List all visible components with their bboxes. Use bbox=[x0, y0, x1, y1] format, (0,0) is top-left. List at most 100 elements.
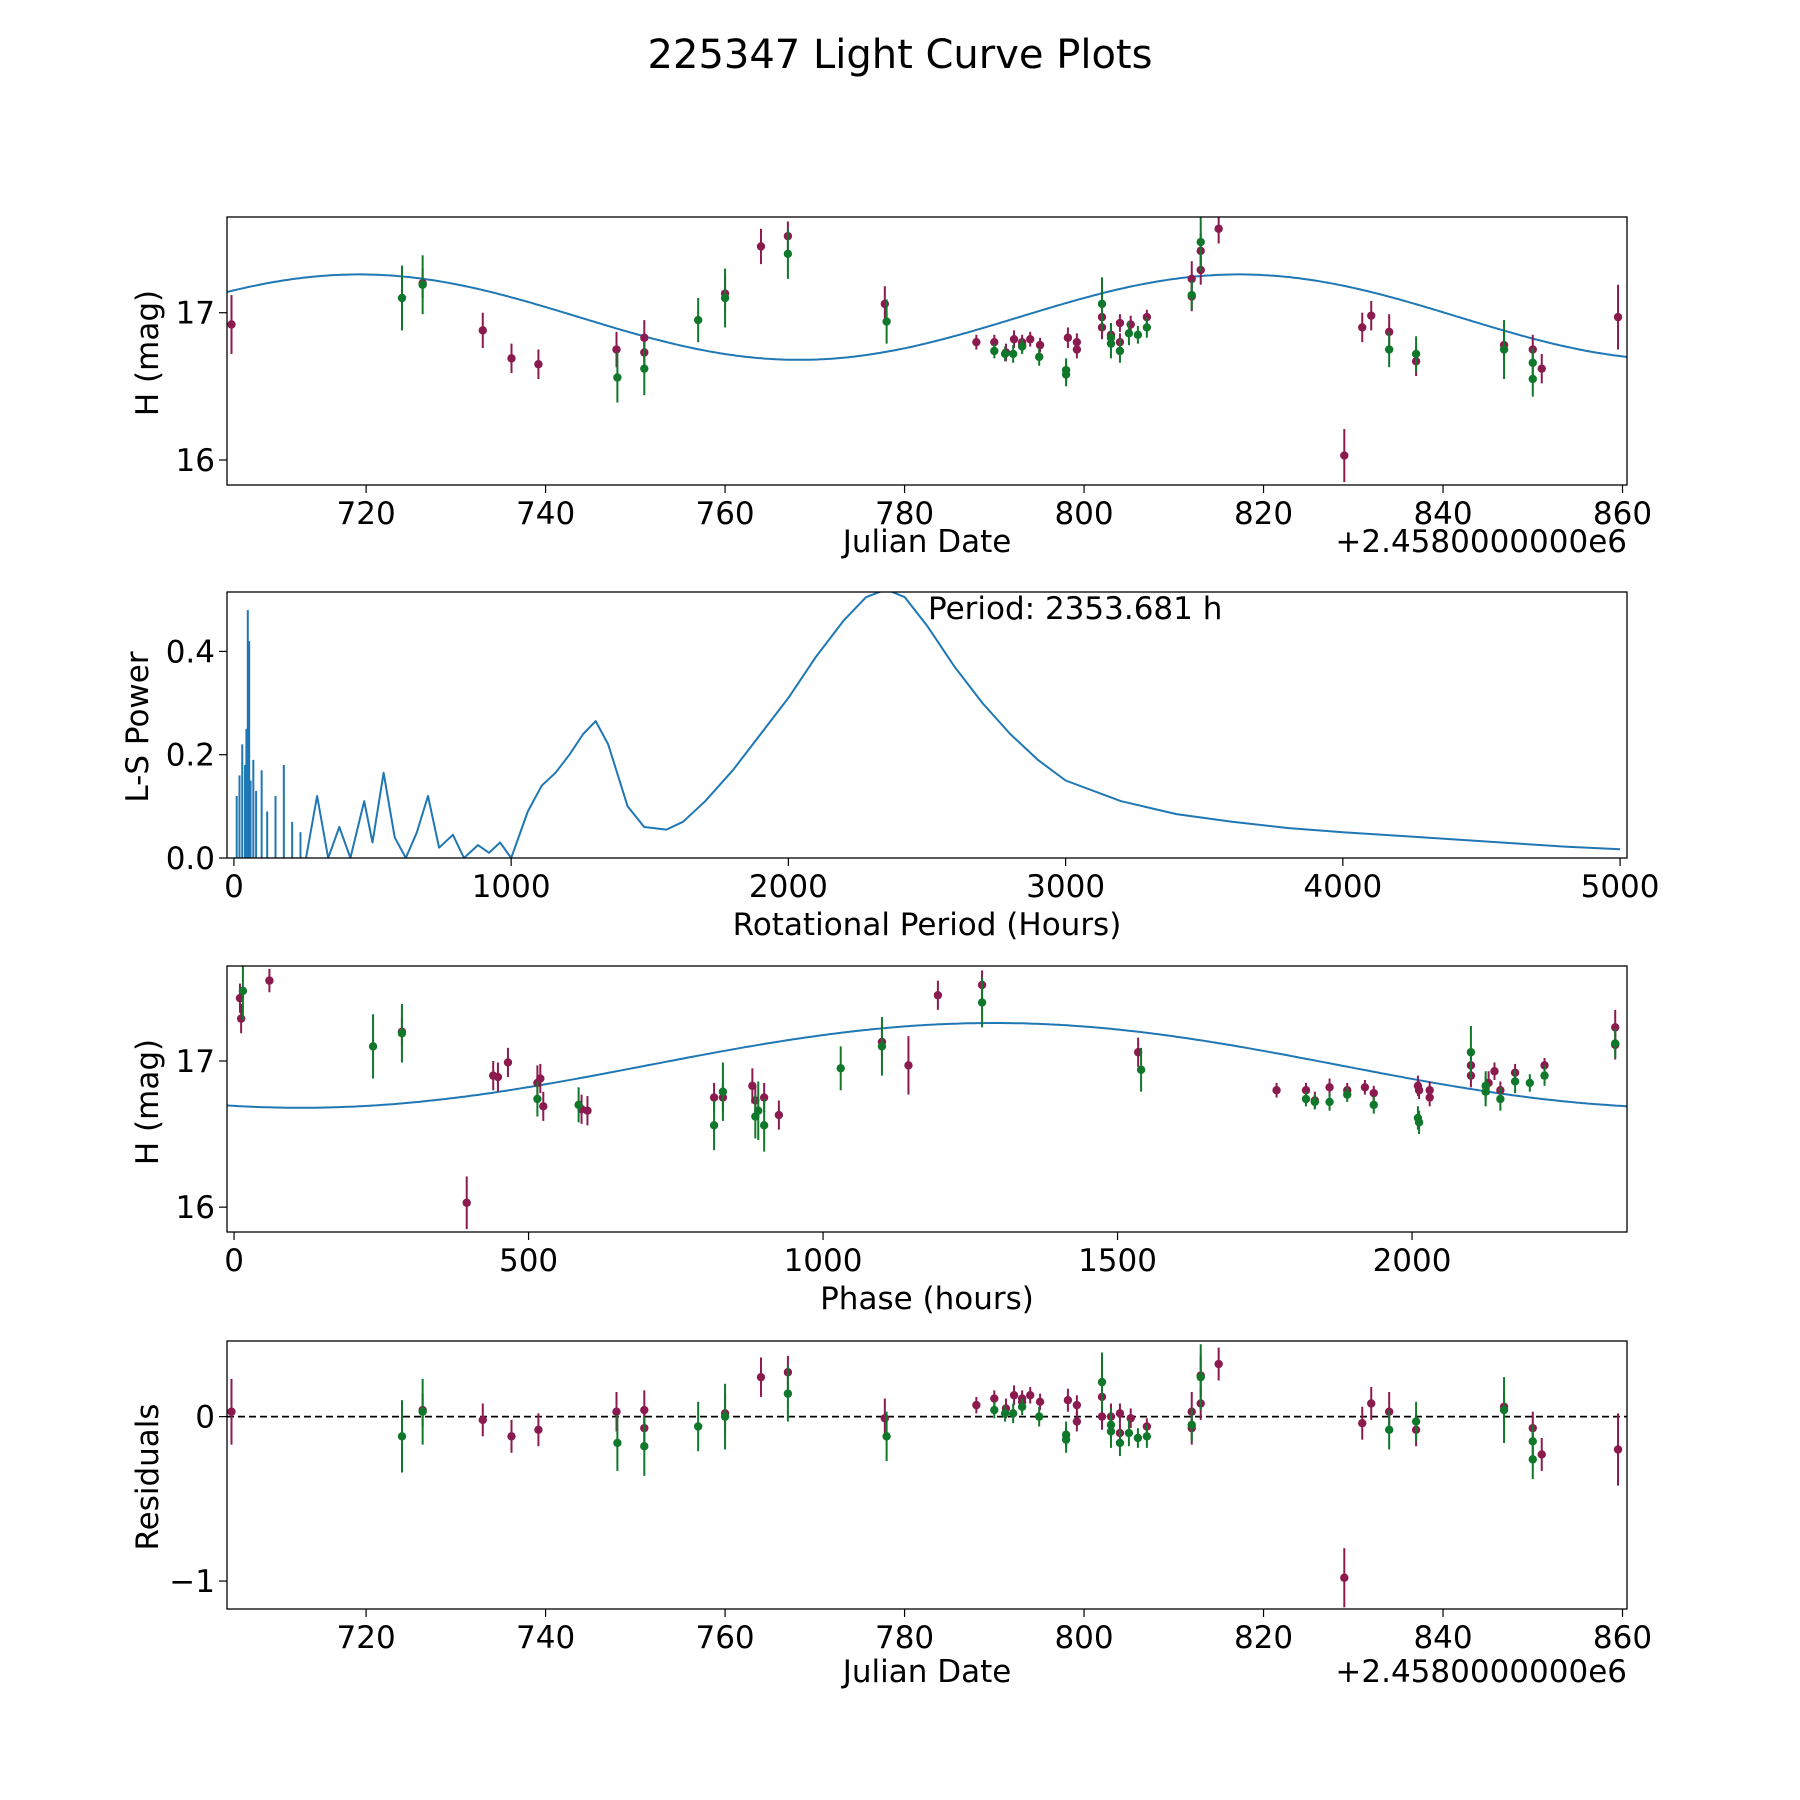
residuals-point bbox=[972, 1400, 981, 1410]
light-curve-model-curve bbox=[227, 273, 1627, 361]
residuals-axes-frame bbox=[226, 1340, 1628, 1610]
light-curve-xlabel: Julian Date bbox=[841, 524, 1012, 560]
light-curve-point bbox=[1008, 349, 1018, 359]
residuals-point bbox=[882, 1432, 891, 1441]
phase-folded-xtick-label: 1500 bbox=[1078, 1243, 1157, 1279]
residuals-point bbox=[1367, 1399, 1376, 1408]
phase-folded-point bbox=[877, 1042, 887, 1051]
phase-folded-point bbox=[1414, 1086, 1424, 1095]
phase-folded-point bbox=[1611, 1023, 1620, 1032]
residuals-point bbox=[1115, 1438, 1125, 1448]
light-curve-point bbox=[1009, 335, 1019, 344]
residuals-panel: Julian Date Residuals +2.4580000000e6 72… bbox=[130, 1340, 1652, 1690]
light-curve-point bbox=[1072, 345, 1082, 354]
phase-folded-point bbox=[1466, 1048, 1476, 1057]
phase-folded-point bbox=[1136, 1065, 1146, 1074]
light-curve-point bbox=[756, 242, 766, 251]
light-curve-point bbox=[783, 249, 793, 259]
phase-folded-point bbox=[718, 1087, 728, 1096]
light-curve-xtick-label: 760 bbox=[695, 496, 754, 532]
light-curve-point bbox=[478, 326, 487, 335]
phase-folded-point bbox=[759, 1121, 769, 1130]
phase-folded-point bbox=[754, 1106, 763, 1115]
light-curve-point bbox=[1367, 311, 1376, 320]
periodogram-ylabel: L-S Power bbox=[120, 651, 156, 802]
periodogram-plot-area bbox=[235, 592, 1621, 858]
residuals-point bbox=[1358, 1419, 1367, 1428]
residuals-xtick-label: 760 bbox=[695, 1620, 754, 1656]
light-curve-point bbox=[418, 280, 427, 289]
periodogram-line bbox=[305, 592, 1621, 858]
residuals-point bbox=[880, 1414, 890, 1423]
phase-folded-point bbox=[1310, 1097, 1320, 1107]
light-curve-xtick-label: 780 bbox=[875, 496, 934, 532]
residuals-point bbox=[1034, 1412, 1044, 1421]
residuals-point bbox=[1214, 1359, 1223, 1369]
light-curve-point bbox=[1126, 320, 1135, 329]
light-curve-point bbox=[1411, 349, 1421, 359]
phase-folded-point bbox=[536, 1074, 545, 1083]
phase-folded-point bbox=[238, 986, 248, 996]
residuals-point bbox=[1384, 1425, 1394, 1434]
periodogram-xtick-label: 1000 bbox=[472, 869, 551, 905]
residuals-point bbox=[1133, 1433, 1143, 1443]
phase-folded-point bbox=[1525, 1078, 1535, 1088]
residuals-point bbox=[1196, 1372, 1205, 1382]
residuals-xtick-label: 860 bbox=[1593, 1620, 1652, 1656]
light-curve-point bbox=[1124, 329, 1134, 338]
residuals-point bbox=[640, 1405, 649, 1415]
periodogram-ytick-label: 0.2 bbox=[166, 738, 215, 774]
residuals-point bbox=[1411, 1417, 1421, 1426]
phase-folded-xlabel: Phase (hours) bbox=[820, 1281, 1034, 1317]
periodogram-axes-frame bbox=[226, 591, 1628, 859]
periodogram-xtick-label: 0 bbox=[224, 869, 244, 905]
phase-folded-xtick-label: 0 bbox=[224, 1243, 244, 1279]
residuals-point bbox=[990, 1405, 999, 1415]
residuals-point bbox=[1187, 1420, 1196, 1430]
phase-folded-point bbox=[836, 1064, 845, 1073]
periodogram-ytick-label: 0.0 bbox=[166, 841, 215, 877]
residuals-point bbox=[227, 1407, 236, 1416]
phase-folded-point bbox=[539, 1102, 548, 1111]
phase-folded-point bbox=[1496, 1094, 1505, 1104]
light-curve-point bbox=[1499, 345, 1509, 354]
light-curve-point bbox=[880, 299, 890, 309]
light-curve-axes-frame bbox=[226, 216, 1628, 486]
light-curve-ytick-label: 16 bbox=[176, 443, 215, 479]
phase-folded-point bbox=[1369, 1088, 1378, 1098]
light-curve-ytick-label: 17 bbox=[176, 296, 215, 332]
residuals-point bbox=[1072, 1400, 1082, 1410]
phase-folded-point bbox=[1510, 1077, 1520, 1086]
light-curve-point bbox=[1340, 451, 1349, 460]
period-annotation: Period: 2353.681 h bbox=[928, 591, 1222, 627]
light-curve-point bbox=[1106, 339, 1116, 348]
residuals-point bbox=[1026, 1391, 1035, 1400]
phase-folded-point bbox=[493, 1072, 503, 1082]
residuals-point bbox=[1008, 1409, 1018, 1418]
phase-folded-point bbox=[574, 1100, 583, 1110]
light-curve-point bbox=[1017, 342, 1027, 351]
phase-folded-point bbox=[1425, 1086, 1434, 1095]
periodogram-panel: Rotational Period (Hours) L-S Power Peri… bbox=[120, 591, 1660, 943]
light-curve-point bbox=[1115, 346, 1125, 356]
phase-folded-point bbox=[904, 1061, 913, 1070]
phase-folded-point bbox=[462, 1198, 471, 1207]
light-curve-point bbox=[1026, 335, 1035, 344]
residuals-point bbox=[418, 1407, 427, 1416]
residuals-point bbox=[1009, 1391, 1019, 1400]
light-curve-offset-label: +2.4580000000e6 bbox=[1335, 524, 1627, 560]
phase-folded-point bbox=[1325, 1097, 1334, 1107]
light-curve-point bbox=[640, 364, 649, 373]
light-curve-point bbox=[1613, 312, 1623, 322]
light-curve-point bbox=[1034, 352, 1044, 362]
light-curve-plot-area bbox=[227, 217, 1627, 483]
phase-folded-xtick-label: 2000 bbox=[1373, 1243, 1452, 1279]
phase-folded-point bbox=[1611, 1039, 1620, 1048]
residuals-point bbox=[640, 1442, 649, 1451]
phase-folded-point bbox=[1490, 1067, 1499, 1076]
light-curve-xtick-label: 820 bbox=[1234, 496, 1293, 532]
light-curve-xtick-label: 840 bbox=[1413, 496, 1472, 532]
light-curve-ylabel: H (mag) bbox=[130, 290, 166, 416]
phase-folded-ytick-label: 16 bbox=[176, 1190, 215, 1226]
